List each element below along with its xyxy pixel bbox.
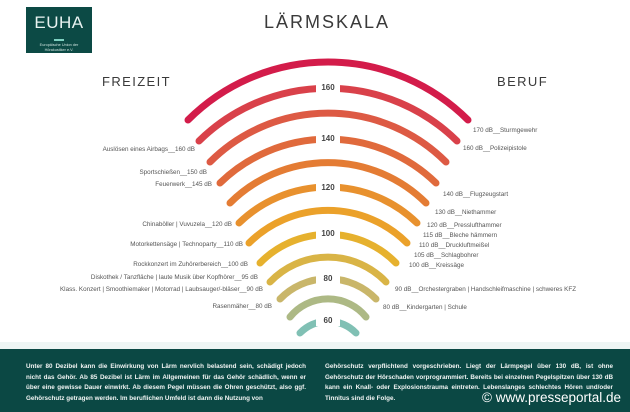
freizeit-label: Auslösen eines Airbags__160 dB xyxy=(102,146,195,153)
beruf-label: 90 dB__Orchestergraben | Handschleifmasc… xyxy=(395,286,577,293)
arc-label-160: 160 xyxy=(316,83,340,93)
presseportal-watermark: © www.presseportal.de xyxy=(482,390,622,405)
beruf-label: 110 dB__Druckluftmeißel xyxy=(419,242,490,249)
beruf-label: 105 dB__Schlagbohrer xyxy=(414,252,479,259)
freizeit-label: Chinaböller | Vuvuzela__120 dB xyxy=(142,221,232,228)
freizeit-label: Rasenmäher__80 dB xyxy=(212,303,272,310)
footer-text-left: Unter 80 Dezibel kann die Einwirkung von… xyxy=(26,363,306,402)
logo-name: EUHA xyxy=(34,13,84,32)
column-heading-freizeit: FREIZEIT xyxy=(102,74,171,89)
freizeit-label: Feuerwerk__145 dB xyxy=(155,181,212,188)
arc-150db xyxy=(206,109,450,166)
arc-label-60: 60 xyxy=(316,316,340,326)
beruf-label: 170 dB__Sturmgewehr xyxy=(473,127,538,134)
arc-130db xyxy=(226,159,430,207)
beruf-label: 160 dB__Polizeipistole xyxy=(463,145,527,152)
freizeit-label: Klass. Konzert | Smoothiemaker | Motorra… xyxy=(59,286,263,293)
beruf-label: 80 dB__Kindergarten | Schule xyxy=(383,304,467,311)
freizeit-label: Sportschießen__150 dB xyxy=(139,169,207,176)
freizeit-label: Motorkettensäge | Technoparty__110 dB xyxy=(130,241,243,248)
arc-label-140: 140 xyxy=(316,134,340,144)
beruf-label: 115 dB__Bleche hämmern xyxy=(423,232,498,239)
beruf-label: 130 dB__Niethammer xyxy=(435,209,497,216)
logo-accent-line xyxy=(54,39,64,41)
footer-info-panel: Unter 80 Dezibel kann die Einwirkung von… xyxy=(0,349,630,412)
arc-90db xyxy=(266,253,390,286)
logo-subtitle-line2: Hörakustiker e.V. xyxy=(44,47,74,52)
arc-170db xyxy=(184,58,472,124)
arc-label-80: 80 xyxy=(316,274,340,284)
logo-subtitle-line1: Europäische Union der xyxy=(39,43,79,47)
beruf-label: 120 dB__Presslufthammer xyxy=(427,222,502,229)
euha-logo: EUHA Europäische Union der Hörakustiker … xyxy=(26,7,92,53)
footer-text-right: Gehörschutz verpflichtend vorgeschrieben… xyxy=(325,363,613,402)
freizeit-label: Diskothek / Tanzfläche | laute Musik übe… xyxy=(90,274,258,281)
freizeit-label: Rockkonzert im Zuhörerbereich__100 dB xyxy=(133,261,248,268)
page-title: LÄRMSKALA xyxy=(263,12,391,32)
arc-70db xyxy=(286,295,370,321)
footer-top-band xyxy=(0,342,630,349)
arc-label-120: 120 xyxy=(316,183,340,193)
column-heading-beruf: BERUF xyxy=(497,74,549,89)
arc-label-100: 100 xyxy=(316,229,340,239)
noise-scale-arcs xyxy=(184,58,472,337)
beruf-label: 100 dB__Kreissäge xyxy=(409,262,464,269)
arc-110db xyxy=(245,206,411,247)
beruf-label: 140 dB__Flugzeugstart xyxy=(443,191,509,198)
